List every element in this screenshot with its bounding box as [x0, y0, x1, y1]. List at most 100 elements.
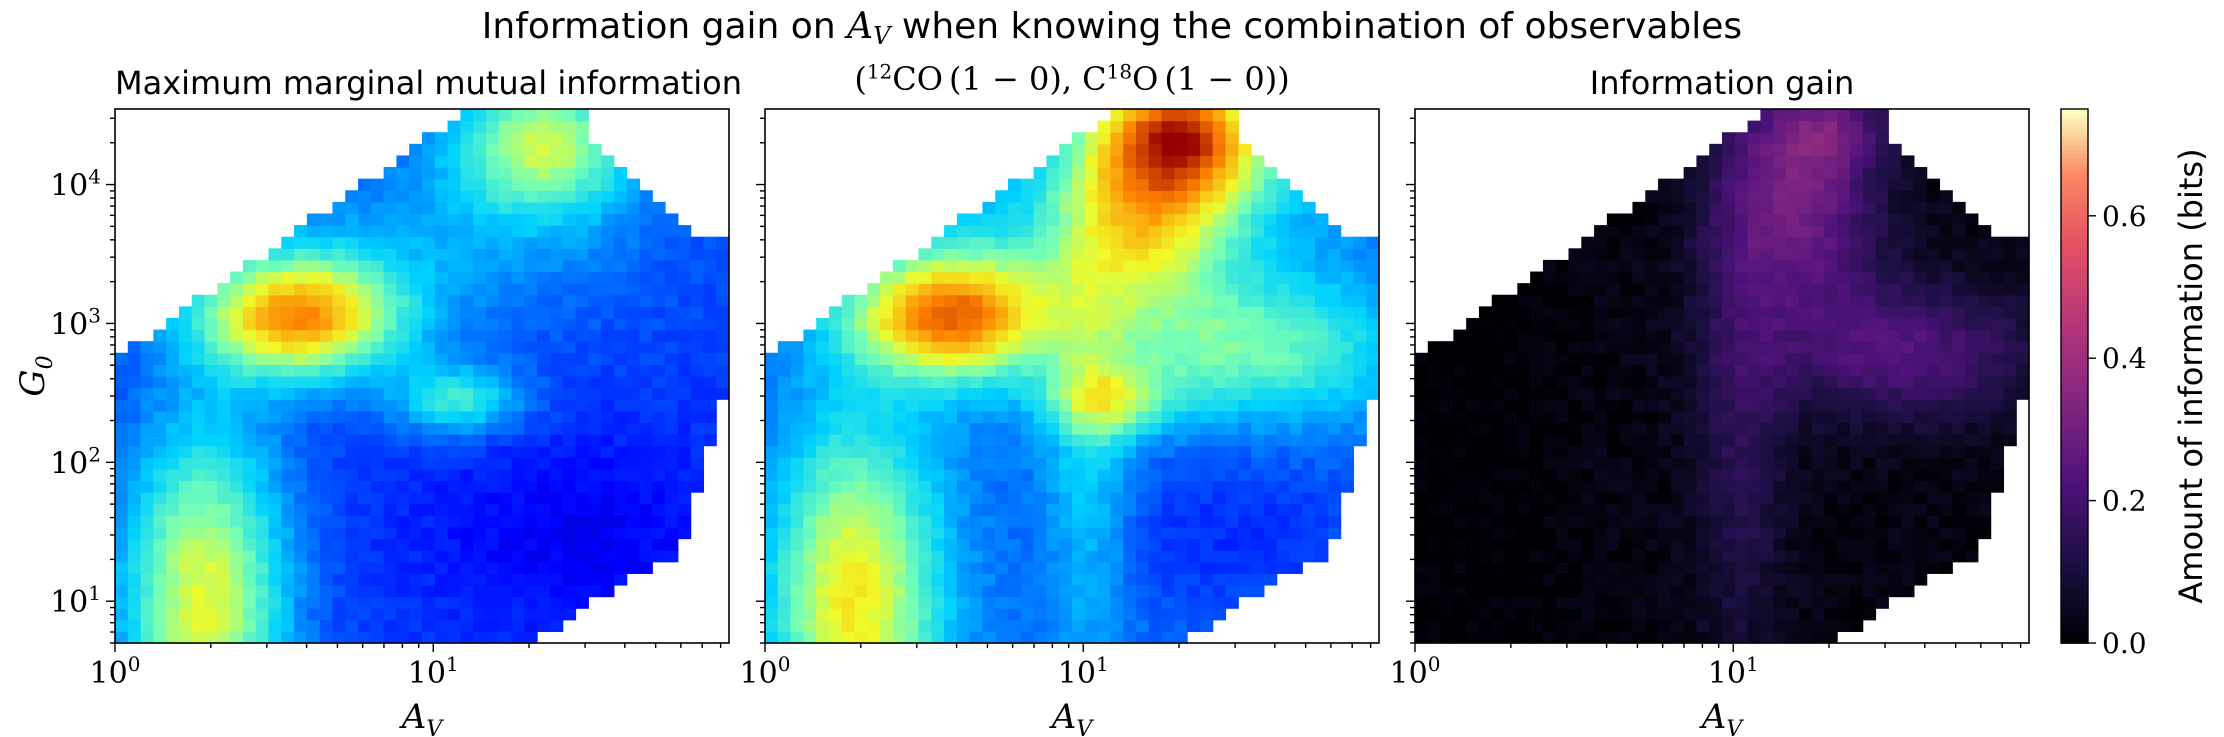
heatmap-cell	[1020, 341, 1035, 354]
axes-frame-combo	[764, 108, 1380, 644]
heatmap-cell	[1696, 561, 1710, 574]
heatmap-cell	[332, 434, 346, 447]
heatmap-cell	[1263, 294, 1278, 307]
heatmap-cell	[1760, 503, 1774, 516]
heatmap-cell	[1225, 492, 1239, 505]
heatmap-cell	[434, 457, 449, 470]
heatmap-cell	[1212, 480, 1227, 493]
heatmap-cell	[1366, 271, 1380, 284]
heatmap-cell	[1606, 596, 1621, 609]
heatmap-cell	[1187, 480, 1201, 493]
heatmap-cell	[828, 364, 843, 377]
heatmap-cell	[1670, 225, 1685, 238]
heatmap-cell	[690, 376, 705, 389]
heatmap-cell	[1670, 283, 1685, 296]
heatmap-cell	[1709, 480, 1723, 493]
heatmap-cell	[345, 619, 359, 632]
heatmap-cell	[1722, 561, 1736, 574]
heatmap-cell	[294, 329, 308, 342]
heatmap-cell	[332, 213, 346, 226]
heatmap-cell	[982, 550, 996, 563]
heatmap-cell	[1773, 236, 1787, 249]
heatmap-cell	[1251, 550, 1265, 563]
heatmap-cell	[652, 503, 666, 516]
heatmap-cell	[1760, 259, 1774, 273]
heatmap-cell	[816, 526, 830, 540]
heatmap-cell	[588, 201, 602, 215]
heatmap-cell	[1542, 306, 1557, 319]
heatmap-cell	[1824, 236, 1838, 249]
heatmap-cell	[1555, 329, 1570, 342]
heatmap-cell	[127, 573, 142, 586]
heatmap-cell	[1683, 550, 1698, 563]
heatmap-cell	[1415, 561, 1429, 574]
heatmap-cell	[511, 341, 525, 354]
heatmap-cell	[1046, 410, 1060, 424]
heatmap-cell	[1491, 503, 1506, 516]
heatmap-cell	[1632, 329, 1646, 342]
heatmap-cell	[498, 352, 513, 365]
heatmap-cell	[1161, 434, 1175, 447]
heatmap-cell	[880, 584, 894, 598]
heatmap-cell	[1798, 434, 1813, 447]
heatmap-cell	[1862, 225, 1877, 238]
heatmap-cell	[1581, 271, 1595, 284]
heatmap-cell	[969, 213, 984, 226]
heatmap-cell	[281, 457, 295, 470]
heatmap-cell	[639, 399, 653, 412]
heatmap-cell	[1276, 225, 1291, 238]
heatmap-cell	[498, 109, 513, 122]
heatmap-cell	[1084, 155, 1099, 168]
heatmap-cell	[1033, 515, 1048, 528]
heatmap-cell	[677, 445, 692, 458]
heatmap-cell	[816, 608, 830, 621]
heatmap-cell	[892, 399, 907, 412]
heatmap-cell	[1263, 248, 1278, 261]
heatmap-cell	[1478, 317, 1493, 331]
heatmap-cell	[1722, 259, 1736, 273]
heatmap-cell	[1568, 561, 1582, 574]
heatmap-cell	[931, 515, 945, 528]
heatmap-cell	[1123, 526, 1137, 540]
heatmap-cell	[383, 399, 398, 412]
heatmap-cell	[1824, 120, 1838, 133]
heatmap-cell	[1619, 538, 1634, 551]
heatmap-cell	[447, 143, 461, 157]
heatmap-cell	[178, 364, 193, 377]
heatmap-cell	[1722, 306, 1736, 319]
heatmap-cell	[1199, 550, 1214, 563]
heatmap-cell	[1594, 492, 1608, 505]
heatmap-cell	[1798, 457, 1813, 470]
heatmap-cell	[537, 259, 551, 273]
heatmap-cell	[1353, 294, 1367, 307]
heatmap-cell	[1517, 376, 1531, 389]
heatmap-cell	[1276, 283, 1291, 296]
heatmap-cell	[1760, 387, 1774, 400]
heatmap-cell	[969, 434, 984, 447]
heatmap-cell	[1785, 561, 1800, 574]
heatmap-cell	[1046, 608, 1060, 621]
heatmap-cell	[255, 387, 270, 400]
heatmap-cell	[268, 410, 282, 424]
heatmap-cell	[1251, 190, 1265, 203]
heatmap-cell	[1709, 492, 1723, 505]
heatmap-cell	[765, 352, 779, 365]
heatmap-cell	[434, 132, 449, 145]
heatmap-cell	[1747, 422, 1761, 435]
heatmap-cell	[1645, 608, 1659, 621]
heatmap-cell	[1097, 364, 1111, 377]
heatmap-cell	[995, 503, 1009, 516]
heatmap-cell	[1581, 341, 1595, 354]
heatmap-cell	[1263, 317, 1278, 331]
heatmap-cell	[166, 352, 180, 365]
heatmap-cell	[268, 526, 282, 540]
heatmap-cell	[1327, 422, 1342, 435]
heatmap-cell	[613, 492, 628, 505]
heatmap-cell	[1123, 492, 1137, 505]
heatmap-cell	[1606, 283, 1621, 296]
heatmap-cell	[601, 294, 615, 307]
heatmap-cell	[588, 259, 602, 273]
heatmap-cell	[434, 399, 449, 412]
heatmap-cell	[524, 155, 538, 168]
heatmap-cell	[1440, 596, 1454, 609]
